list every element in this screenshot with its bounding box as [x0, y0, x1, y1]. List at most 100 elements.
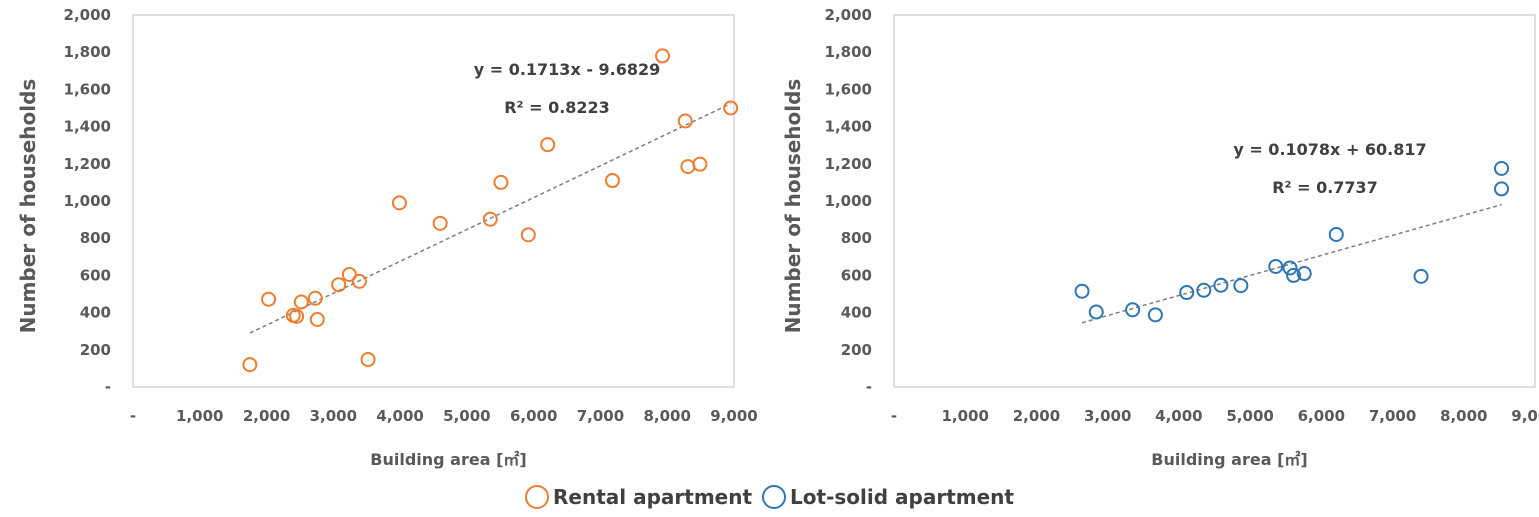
- y-tick-label: 1,400: [64, 118, 111, 136]
- y-tick-label: 600: [841, 266, 872, 284]
- x-tick-label: 2,000: [1013, 407, 1060, 425]
- trendline-r2: R² = 0.7737: [1272, 178, 1378, 197]
- data-point: [293, 294, 309, 310]
- data-point: [391, 195, 407, 211]
- data-point: [351, 273, 367, 289]
- data-point: [482, 211, 498, 227]
- data-point: [540, 137, 556, 153]
- y-tick-label: 2,000: [64, 6, 111, 24]
- x-tick-label: 3,000: [1084, 407, 1131, 425]
- y-tick-label: 800: [80, 229, 111, 247]
- legend: Rental apartment Lot-solid apartment: [0, 479, 1539, 515]
- data-point: [1233, 278, 1249, 294]
- data-point: [1147, 307, 1163, 323]
- data-point: [289, 308, 305, 324]
- y-tick-label: 1,600: [64, 80, 111, 98]
- data-point: [677, 113, 693, 129]
- data-point: [1179, 285, 1195, 301]
- data-point: [692, 156, 708, 172]
- x-tick-label: 8,000: [1440, 407, 1487, 425]
- data-point: [360, 351, 376, 367]
- y-tick-label: 400: [841, 304, 872, 322]
- x-axis-title: Building area [㎡]: [1151, 450, 1307, 469]
- x-tick-label: 5,000: [443, 407, 490, 425]
- data-point: [1328, 226, 1344, 242]
- chart-lot-solid: - 200 400 600 800 1,000 1,200 1,400 1,600 1,800 2,…: [770, 0, 1539, 480]
- data-point: [261, 291, 277, 307]
- data-point: [680, 159, 696, 175]
- x-tick-label: 7,000: [1369, 407, 1416, 425]
- data-point: [309, 311, 325, 327]
- x-tick-label: 7,000: [577, 407, 624, 425]
- x-tick-label: 1,000: [176, 407, 223, 425]
- chart-rental: - 200 400 600 800 1,000 1,200 1,400 1,600 1,800 2,…: [0, 0, 770, 480]
- y-tick-label: 1,200: [825, 155, 872, 173]
- data-point: [1088, 304, 1104, 320]
- data-point: [1196, 282, 1212, 298]
- y-tick-label: 2,000: [825, 6, 872, 24]
- y-tick-label: 1,400: [825, 118, 872, 136]
- y-axis-title: Number of households: [781, 79, 805, 334]
- x-tick-label: 4,000: [376, 407, 423, 425]
- data-point: [1125, 302, 1141, 318]
- data-point: [1296, 266, 1312, 282]
- data-point: [1494, 160, 1510, 176]
- x-tick-label: 2,000: [243, 407, 290, 425]
- y-tick-label: 1,000: [825, 192, 872, 210]
- data-point: [432, 215, 448, 231]
- y-tick-label: 200: [80, 341, 111, 359]
- x-tick-label: 9,000: [710, 407, 757, 425]
- x-tick-label: 3,000: [310, 407, 357, 425]
- y-tick-label: 1,800: [825, 43, 872, 61]
- data-point: [520, 227, 536, 243]
- trendline-equation: y = 0.1713x - 9.6829: [474, 60, 661, 79]
- data-point: [307, 290, 323, 306]
- y-tick-label: -: [866, 378, 872, 396]
- x-tick-label: -: [130, 407, 136, 425]
- data-point: [723, 100, 739, 116]
- y-tick-label: 1,800: [64, 43, 111, 61]
- y-tick-label: 200: [841, 341, 872, 359]
- data-point: [1286, 267, 1302, 283]
- legend-marker-rental: [525, 485, 550, 509]
- chart-lot-solid-svg: - 200 400 600 800 1,000 1,200 1,400 1,600 1,800 2,…: [781, 6, 1539, 469]
- legend-label-lot-solid: Lot-solid apartment: [790, 485, 1014, 509]
- data-point: [1282, 260, 1298, 276]
- plot-area: [132, 14, 735, 388]
- x-tick-label: 1,000: [941, 407, 988, 425]
- y-tick-label: 800: [841, 229, 872, 247]
- data-point: [1213, 277, 1229, 293]
- x-tick-label: 5,000: [1226, 407, 1273, 425]
- y-tick-label: 400: [80, 304, 111, 322]
- trendline: [1081, 203, 1502, 324]
- y-tick-label: 600: [80, 266, 111, 284]
- y-tick-label: -: [105, 378, 111, 396]
- data-point: [1268, 258, 1284, 274]
- x-tick-label: 4,000: [1155, 407, 1202, 425]
- trendline-equation: y = 0.1078x + 60.817: [1233, 140, 1426, 159]
- y-tick-label: 1,000: [64, 192, 111, 210]
- data-point: [341, 266, 357, 282]
- data-point: [1494, 181, 1510, 197]
- data-point: [242, 357, 258, 373]
- y-tick-label: 1,600: [825, 80, 872, 98]
- y-axis-title: Number of households: [16, 79, 40, 334]
- x-axis-title: Building area [㎡]: [370, 450, 526, 469]
- data-point: [1074, 283, 1090, 299]
- data-point: [604, 173, 620, 189]
- legend-item-rental: Rental apartment: [525, 485, 752, 509]
- x-tick-label: 9,000: [1511, 407, 1539, 425]
- x-tick-label: 6,000: [1298, 407, 1345, 425]
- data-point: [331, 277, 347, 293]
- x-tick-label: 8,000: [643, 407, 690, 425]
- legend-marker-lot-solid: [762, 485, 787, 509]
- trendline-r2: R² = 0.8223: [504, 98, 610, 117]
- y-tick-label: 1,200: [64, 155, 111, 173]
- legend-item-lot-solid: Lot-solid apartment: [762, 485, 1014, 509]
- legend-label-rental: Rental apartment: [553, 485, 753, 509]
- chart-rental-svg: - 200 400 600 800 1,000 1,200 1,400 1,600 1,800 2,…: [16, 6, 758, 469]
- x-tick-label: 6,000: [510, 407, 557, 425]
- x-tick-label: -: [891, 407, 897, 425]
- trendline: [249, 102, 731, 334]
- data-point: [1413, 268, 1429, 284]
